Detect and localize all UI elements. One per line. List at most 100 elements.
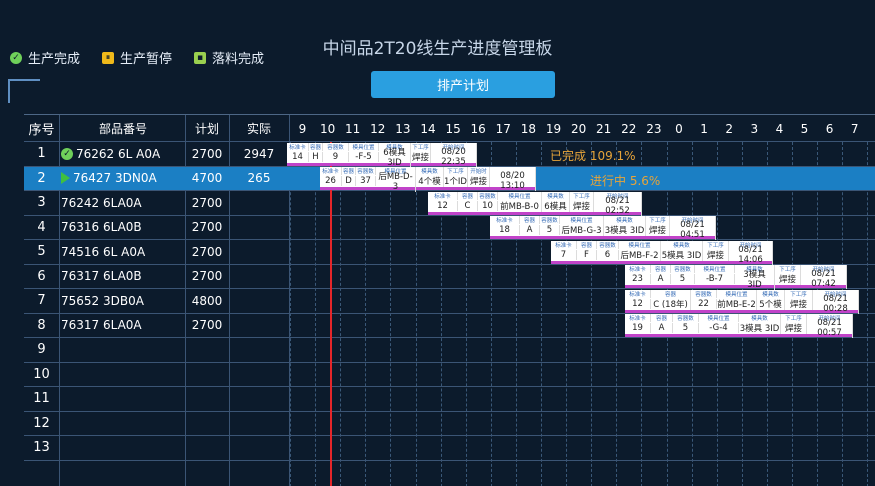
- part-number-text: 74516 6L A0A: [61, 244, 146, 259]
- card-field-value: -B-7: [695, 274, 735, 284]
- card-field-label: 容器数: [540, 216, 560, 224]
- schedule-card[interactable]: 标准卡 容器 容器数 模具位置 模具数 下工序 开始时间 18 A 5 后MB-G-3 3模具 3ID…: [490, 216, 716, 240]
- schedule-card[interactable]: 标准卡 容器 容器数 模具位置 模具数 下工序 开始时间 12 C 10 前MB-B-0 6模具 焊接 0…: [428, 191, 642, 216]
- schedule-card[interactable]: 标准卡容器容器数模具位置模具数下工序开始时间26D37后MB-D-34个模1个I…: [320, 167, 536, 192]
- table-row[interactable]: 11: [24, 387, 875, 412]
- hour-label: 16: [470, 121, 486, 136]
- legend-production-done: ✓ 生产完成: [10, 48, 80, 67]
- table-row[interactable]: 4 76316 6LA0B 2700: [24, 216, 875, 240]
- schedule-card[interactable]: 标准卡 容器 容器数 模具位置 模具数 下工序 开始时间 14 H 9 -F-5 6模具 3ID 焊接 0…: [287, 142, 477, 168]
- row-index-text: 9: [37, 342, 46, 358]
- card-field-value: 5模具 3ID: [661, 248, 703, 261]
- table-row[interactable]: 7 75652 3DB0A 4800: [24, 289, 875, 314]
- card-field-value: 19: [625, 323, 651, 333]
- plan-qty: [185, 436, 229, 460]
- card-field-value: 12: [428, 200, 458, 211]
- card-values: 18 A 5 后MB-G-3 3模具 3ID 焊接 08/21 04:51: [490, 220, 716, 240]
- card-field-label: 容器: [520, 216, 540, 224]
- table-row[interactable]: 13: [24, 436, 875, 461]
- part-number-text: 76317 6LA0A: [61, 318, 142, 333]
- card-field-value: 26: [320, 176, 342, 186]
- hour-gridline: [616, 142, 618, 486]
- part-number-text: 76427 3DN0A: [73, 171, 157, 186]
- card-field-value: 37: [356, 176, 376, 186]
- card-field-value: 6: [597, 249, 619, 260]
- card-field-label: 模具位置: [695, 265, 735, 273]
- part-number: [59, 363, 185, 387]
- plan-qty: 2700: [191, 220, 223, 235]
- production-schedule-table: 序号 部品番号 计划 实际 9 10 11 12 13 14 15 16 17 18 19 20 21 2…: [24, 114, 875, 486]
- card-field-value: 5: [540, 225, 560, 235]
- part-number-text: 76317 6LA0B: [61, 269, 142, 284]
- card-field-label: 模具位置: [699, 314, 739, 322]
- hour-gridline: [515, 142, 517, 486]
- card-field-value: 焊接: [781, 322, 807, 334]
- card-field-value: D: [342, 176, 356, 186]
- schedule-card[interactable]: 标准卡 容器 容器数 模具位置 模具数 下工序 开始时间 12 C (18年) 22 前MB-E-2…: [625, 289, 859, 314]
- card-field-label: 容器: [309, 142, 323, 151]
- card-field-value: 3模具 3ID: [604, 224, 646, 236]
- table-row[interactable]: 1 ✓ 76262 6L A0A 2700 2947: [24, 142, 875, 167]
- card-values: 19 A 5 -G-4 3模具 3ID 焊接 08/21 00:57: [625, 318, 853, 338]
- table-row[interactable]: 9: [24, 338, 875, 363]
- card-labels: 标准卡容器容器数模具位置模具数下工序开始时间: [551, 240, 773, 249]
- hour-label: 12: [370, 121, 386, 136]
- row-index: 5: [24, 240, 59, 264]
- header-index: 序号: [28, 122, 55, 138]
- card-field-label: 容器数: [478, 191, 498, 200]
- table-row[interactable]: 8 76317 6LA0A 2700: [24, 314, 875, 338]
- card-field-value: 08/21 02:52: [594, 195, 642, 216]
- card-field-label: 容器: [651, 314, 673, 322]
- card-field-value: 08/21 00:57: [807, 318, 853, 338]
- card-field-value: 3模具 3ID: [735, 268, 775, 290]
- schedule-card[interactable]: 标准卡 容器 容器数 模具位置 模具数 下工序 开始时间 23 A 5 -B-7 3模具 3ID 焊接 0…: [625, 265, 847, 290]
- part-number: 75652 3DB0A: [59, 289, 185, 313]
- plan-qty: [185, 338, 229, 362]
- row-index: 6: [24, 265, 59, 289]
- card-field-label: 下工序: [646, 216, 670, 224]
- card-field-value: 6模具 3ID: [379, 145, 411, 168]
- hour-label: 2: [725, 121, 733, 136]
- table-row[interactable]: 6 76317 6LA0B 2700: [24, 265, 875, 289]
- schedule-card[interactable]: 标准卡 容器 容器数 模具位置 模具数 下工序 开始时间 7 F 6 后MB-F-2 5模具 3ID 焊…: [551, 240, 773, 265]
- schedule-card[interactable]: 标准卡 容器 容器数 模具位置 模具数 下工序 开始时间 19 A 5 -G-4 3模具 3ID 焊接 0…: [625, 314, 853, 338]
- table-row[interactable]: 12: [24, 412, 875, 436]
- hour-label: 23: [646, 121, 662, 136]
- hour-label: 5: [800, 121, 809, 136]
- part-number-text: 76316 6LA0B: [61, 220, 142, 235]
- plan-qty: 2700: [191, 269, 223, 284]
- pause-icon: ⏸: [102, 51, 115, 64]
- table-row[interactable]: 10: [24, 363, 875, 387]
- card-field-label: 标准卡: [428, 191, 458, 200]
- plan-qty: [185, 387, 229, 411]
- table-row[interactable]: 3 76242 6LA0A 2700: [24, 191, 875, 216]
- table-header: 序号 部品番号 计划 实际: [24, 115, 875, 142]
- header-plan: 计划: [194, 121, 219, 136]
- row-status-text: 已完成 109.1%: [550, 149, 636, 163]
- card-field-value: 08/21 07:42: [801, 269, 847, 289]
- card-field-value: 23: [625, 274, 651, 284]
- card-field-value: A: [520, 225, 540, 235]
- actual-qty: [229, 387, 289, 411]
- row-index-text: 2: [37, 170, 46, 186]
- row-index-text: 12: [33, 415, 50, 431]
- hour-gridline: [591, 142, 593, 486]
- card-field-label: 标准卡: [551, 240, 577, 249]
- row-index: 7: [24, 289, 59, 313]
- card-field-label: 标准卡: [625, 314, 651, 322]
- card-field-label: 标准卡: [625, 265, 651, 273]
- hour-label: 15: [445, 121, 461, 136]
- row-index: 3: [24, 191, 59, 215]
- card-field-value: 10: [478, 200, 498, 211]
- plan-qty: 2700: [191, 146, 223, 161]
- card-field-value: 4个模: [416, 175, 444, 187]
- row-status-text: 进行中 5.6%: [590, 173, 661, 188]
- card-values: 26 D 37 后MB-D-3 4个模 1个ID 焊接 08/20 13:10: [320, 170, 536, 192]
- card-field-value: -F-5: [349, 151, 379, 162]
- card-field-value: 3模具 3ID: [739, 322, 781, 334]
- card-field-label: 模具数: [661, 240, 703, 249]
- hour-gridline: [440, 142, 442, 486]
- schedule-plan-button[interactable]: 排产计划: [371, 71, 555, 98]
- table-row[interactable]: 5 74516 6L A0A 2700: [24, 240, 875, 265]
- card-field-label: 下工序: [411, 142, 431, 151]
